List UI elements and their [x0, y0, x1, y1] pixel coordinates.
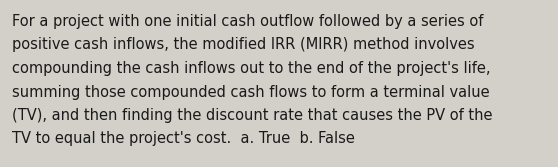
Text: TV to equal the project's cost.  a. True  b. False: TV to equal the project's cost. a. True …: [12, 131, 355, 146]
Text: For a project with one initial cash outflow followed by a series of: For a project with one initial cash outf…: [12, 14, 483, 29]
Text: (TV), and then finding the discount rate that causes the PV of the: (TV), and then finding the discount rate…: [12, 108, 493, 123]
Text: positive cash inflows, the modified IRR (MIRR) method involves: positive cash inflows, the modified IRR …: [12, 38, 475, 52]
Text: summing those compounded cash flows to form a terminal value: summing those compounded cash flows to f…: [12, 85, 489, 100]
Text: compounding the cash inflows out to the end of the project's life,: compounding the cash inflows out to the …: [12, 61, 490, 76]
